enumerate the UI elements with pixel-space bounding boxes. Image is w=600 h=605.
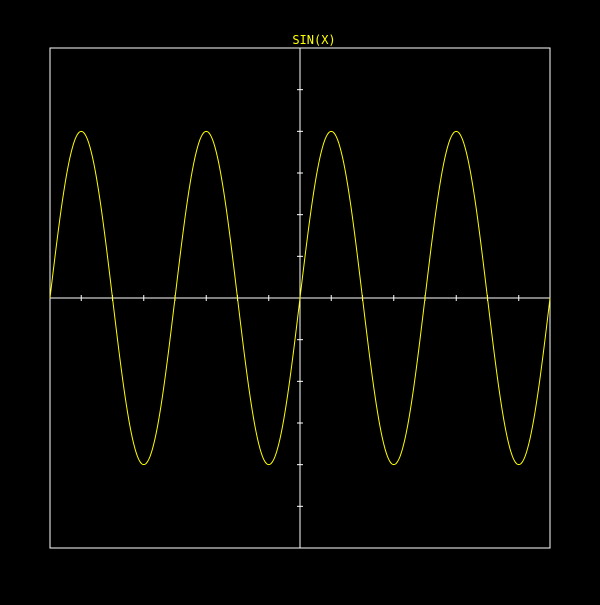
tick-marks (80, 89, 520, 507)
series-line (49, 130, 551, 466)
chart-title: SIN(X) (292, 33, 335, 47)
